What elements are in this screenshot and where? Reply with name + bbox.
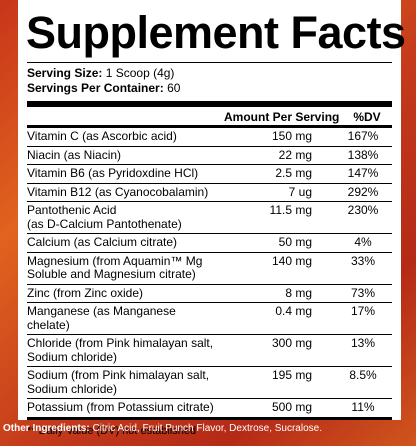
nutrient-name: Chloride (from Pink himalayan salt, Sodi… xyxy=(27,336,214,364)
table-row: Niacin (as Niacin) 22 mg 138% xyxy=(27,145,392,165)
nutrient-name: Potassium (from Potassium citrate) xyxy=(27,400,214,414)
table-row: Calcium (as Calcium citrate) 50 mg 4% xyxy=(27,233,392,252)
nutrient-dv: 13% xyxy=(350,336,376,350)
nutrient-amount: 50 mg xyxy=(278,235,312,249)
table-header-divider xyxy=(27,125,392,128)
servings-info: Serving Size: 1 Scoop (4g) Servings Per … xyxy=(27,63,392,101)
servings-label: Servings Per Container: xyxy=(27,81,164,95)
table-row: Chloride (from Pink himalayan salt, Sodi… xyxy=(27,334,392,366)
dv-column-header: %DV xyxy=(353,110,381,124)
nutrient-dv: 292% xyxy=(347,184,379,199)
nutrient-amount: 195 mg xyxy=(271,368,312,382)
panel-title: Supplement Facts xyxy=(26,7,406,58)
nutrient-amount: 150 mg xyxy=(271,129,312,143)
table-row: Manganese (as Manganese chelate) 0.4 mg 17… xyxy=(27,302,392,334)
other-ingredients: Other Ingredients: Citric Acid, Fruit Pu… xyxy=(3,422,413,436)
title-divider xyxy=(27,62,392,63)
nutrient-amount: 8 mg xyxy=(285,285,312,300)
servings-value: 60 xyxy=(167,81,181,95)
nutrient-dv: 167% xyxy=(347,129,379,143)
table-row: Vitamin B12 (as Cyanocobalamin) 7 ug 292% xyxy=(27,182,392,202)
serving-size-label: Serving Size: xyxy=(27,66,103,80)
table-row: Vitamin C (as Ascorbic acid) 150 mg 167% xyxy=(27,128,392,146)
serving-size: Serving Size: 1 Scoop (4g) xyxy=(27,66,392,81)
header-divider xyxy=(27,101,392,107)
nutrient-dv: 17% xyxy=(350,304,376,318)
nutrient-dv: 230% xyxy=(347,203,379,217)
table-row: Potassium (from Potassium citrate) 500 mg… xyxy=(27,398,392,417)
supplement-facts-panel: Supplement Facts Serving Size: 1 Scoop (… xyxy=(18,0,406,437)
nutrient-dv: 147% xyxy=(347,166,379,180)
amount-column-header: Amount Per Serving xyxy=(224,110,340,124)
nutrient-dv: 33% xyxy=(350,253,376,268)
nutrient-amount: 140 mg xyxy=(271,253,312,268)
serving-size-value: 1 Scoop (4g) xyxy=(105,66,175,80)
nutrient-amount: 0.4 mg xyxy=(275,304,312,318)
nutrient-name: Vitamin C (as Ascorbic acid) xyxy=(27,129,177,143)
nutrient-dv: 138% xyxy=(347,147,379,162)
nutrient-dv: 4% xyxy=(354,235,372,249)
other-ingredients-label: Other Ingredients: xyxy=(3,423,90,434)
other-ingredients-text: Citric Acid, Fruit Punch Flavor, Dextros… xyxy=(89,423,322,434)
nutrient-name: Zinc (from Zinc oxide) xyxy=(27,285,144,300)
nutrient-amount: 300 mg xyxy=(271,336,312,350)
footnote: ** Daily Value (DV) not established xyxy=(27,424,197,437)
nutrient-name: Vitamin B12 (as Cyanocobalamin) xyxy=(27,184,209,199)
nutrient-name: Pantothenic Acid (as D-Calcium Pantothen… xyxy=(27,203,182,231)
nutrient-name: Sodium (from Pink himalayan salt, Sodium… xyxy=(27,368,210,396)
table-row: Magnesium (from Aquamin™ Mg Soluble and … xyxy=(27,251,392,284)
nutrient-name: Magnesium (from Aquamin™ Mg Soluble and … xyxy=(27,253,203,281)
nutrient-name: Manganese (as Manganese chelate) xyxy=(27,304,176,332)
nutrient-dv: 8.5% xyxy=(349,368,377,382)
table-row: Zinc (from Zinc oxide) 8 mg 73% xyxy=(27,283,392,303)
nutrient-dv: 11% xyxy=(351,400,375,414)
nutrient-amount: 22 mg xyxy=(278,147,312,162)
table-header: Amount Per Serving %DV xyxy=(27,107,392,125)
table-row: Sodium (from Pink himalayan salt, Sodium… xyxy=(27,366,392,398)
nutrient-dv: 73% xyxy=(350,285,376,300)
nutrient-amount: 7 ug xyxy=(288,184,312,199)
table-row: Pantothenic Acid (as D-Calcium Pantothen… xyxy=(27,201,392,233)
table-bottom-divider xyxy=(27,416,392,420)
nutrient-amount: 11.5 mg xyxy=(269,203,312,217)
nutrient-amount: 2.5 mg xyxy=(275,166,312,180)
nutrient-amount: 500 mg xyxy=(271,400,312,414)
nutrient-name: Vitamin B6 (as Pyridoxdine HCl) xyxy=(27,166,199,180)
servings-per-container: Servings Per Container: 60 xyxy=(27,81,392,96)
table-row: Vitamin B6 (as Pyridoxdine HCl) 2.5 mg 147… xyxy=(27,164,392,183)
nutrient-table: Vitamin C (as Ascorbic acid) 150 mg 167% Ni… xyxy=(27,128,392,417)
nutrient-name: Niacin (as Niacin) xyxy=(27,147,122,162)
nutrient-name: Calcium (as Calcium citrate) xyxy=(27,235,178,249)
